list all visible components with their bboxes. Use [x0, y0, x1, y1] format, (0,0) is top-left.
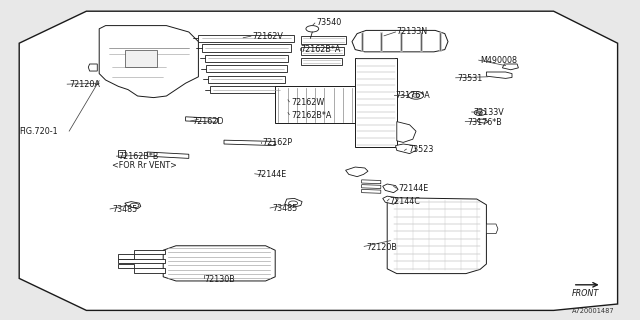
- Polygon shape: [396, 144, 416, 154]
- Polygon shape: [346, 167, 368, 177]
- Polygon shape: [301, 36, 346, 44]
- Polygon shape: [198, 35, 294, 42]
- Polygon shape: [383, 196, 397, 204]
- Polygon shape: [285, 198, 302, 207]
- Polygon shape: [362, 185, 381, 188]
- Polygon shape: [88, 64, 97, 71]
- Polygon shape: [125, 202, 141, 209]
- Polygon shape: [206, 65, 287, 72]
- Polygon shape: [134, 250, 165, 254]
- Text: 73540: 73540: [317, 18, 342, 27]
- Polygon shape: [147, 152, 189, 158]
- Polygon shape: [205, 55, 288, 62]
- Text: A720001487: A720001487: [572, 308, 614, 314]
- Polygon shape: [275, 86, 355, 123]
- Polygon shape: [387, 198, 486, 274]
- Text: 72144C: 72144C: [389, 197, 420, 206]
- Polygon shape: [186, 117, 218, 122]
- Polygon shape: [352, 30, 448, 52]
- Polygon shape: [134, 268, 165, 273]
- Polygon shape: [383, 184, 398, 193]
- Text: FRONT: FRONT: [572, 289, 599, 298]
- Polygon shape: [210, 86, 283, 93]
- Polygon shape: [301, 47, 344, 55]
- Polygon shape: [301, 58, 342, 65]
- Text: 72162W: 72162W: [291, 98, 324, 107]
- Text: 72162P: 72162P: [262, 138, 292, 147]
- Polygon shape: [486, 224, 498, 234]
- Polygon shape: [118, 150, 125, 157]
- Polygon shape: [208, 76, 285, 83]
- Circle shape: [477, 111, 483, 114]
- Text: 72162B*B: 72162B*B: [118, 152, 159, 161]
- Text: 73523: 73523: [408, 145, 434, 154]
- Polygon shape: [224, 140, 275, 146]
- Polygon shape: [118, 254, 134, 259]
- Polygon shape: [477, 119, 488, 123]
- Polygon shape: [118, 264, 134, 268]
- Text: 73176*A: 73176*A: [396, 92, 430, 100]
- Polygon shape: [125, 50, 157, 67]
- Text: 72133N: 72133N: [397, 28, 428, 36]
- Circle shape: [408, 92, 424, 99]
- Text: <FOR Rr VENT>: <FOR Rr VENT>: [112, 161, 177, 170]
- Text: 73485: 73485: [112, 205, 137, 214]
- Polygon shape: [355, 58, 397, 147]
- Text: 72162D: 72162D: [192, 117, 223, 126]
- Text: 72133V: 72133V: [474, 108, 504, 117]
- Polygon shape: [362, 189, 381, 193]
- Text: 72144E: 72144E: [256, 170, 286, 179]
- Text: 72120A: 72120A: [69, 80, 100, 89]
- Text: M490008: M490008: [480, 56, 517, 65]
- Text: 72162V: 72162V: [253, 32, 284, 41]
- Polygon shape: [19, 11, 618, 310]
- Text: 72120B: 72120B: [366, 243, 397, 252]
- Polygon shape: [202, 44, 291, 52]
- Circle shape: [130, 203, 139, 208]
- Circle shape: [474, 110, 486, 116]
- Text: 72130B: 72130B: [205, 275, 236, 284]
- Polygon shape: [118, 259, 165, 263]
- Polygon shape: [397, 122, 416, 142]
- Circle shape: [289, 201, 298, 205]
- Circle shape: [306, 26, 319, 32]
- Polygon shape: [163, 246, 275, 281]
- Text: 73531: 73531: [458, 74, 483, 83]
- Polygon shape: [362, 180, 381, 184]
- Circle shape: [412, 93, 420, 97]
- Polygon shape: [99, 26, 198, 98]
- Text: FIG.720-1: FIG.720-1: [19, 127, 58, 136]
- Text: 72162B*A: 72162B*A: [301, 45, 341, 54]
- Text: 73485: 73485: [272, 204, 297, 213]
- Text: 73176*B: 73176*B: [467, 118, 502, 127]
- Text: 72144E: 72144E: [398, 184, 428, 193]
- Text: 72162B*A: 72162B*A: [291, 111, 332, 120]
- Polygon shape: [502, 64, 518, 70]
- Polygon shape: [486, 72, 512, 78]
